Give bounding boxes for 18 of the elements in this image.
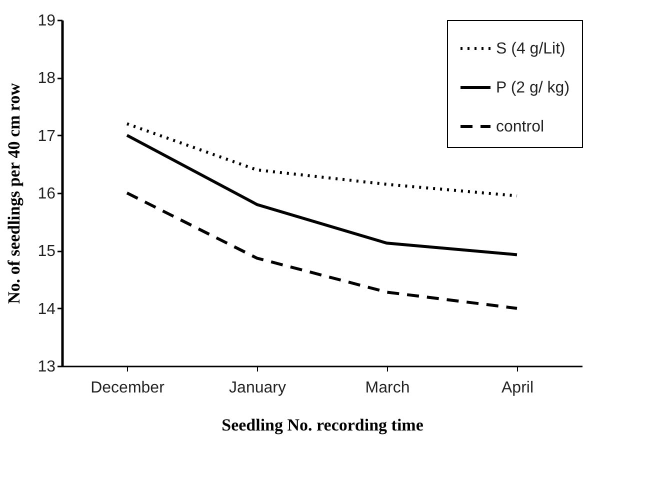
y-tick-label: 15 <box>38 243 56 260</box>
y-tick-label: 13 <box>38 358 56 376</box>
y-tick-label: 19 <box>38 12 56 30</box>
x-tick-label: December <box>90 380 166 396</box>
x-tick-label: March <box>365 380 410 396</box>
x-tick-label: January <box>229 380 286 396</box>
y-tick-label: 17 <box>38 128 56 145</box>
legend-label: P (2 g/ kg) <box>496 80 570 96</box>
x-tick-label: April <box>501 380 534 396</box>
y-tick-label: 14 <box>38 300 56 318</box>
y-tick-label: 18 <box>38 70 56 88</box>
legend-label: control <box>496 118 544 136</box>
y-tick-label: 16 <box>38 186 56 202</box>
line-series <box>126 134 518 256</box>
y-axis-title: No. of seedlings per 40 cm row <box>4 82 24 304</box>
line-series <box>126 192 518 310</box>
legend-label: S (4 g/Lit) <box>496 40 566 58</box>
x-axis-title: Seedling No. recording time <box>222 416 424 434</box>
